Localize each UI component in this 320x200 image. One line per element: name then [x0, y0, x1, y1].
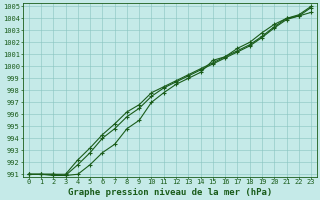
X-axis label: Graphe pression niveau de la mer (hPa): Graphe pression niveau de la mer (hPa)	[68, 188, 272, 197]
